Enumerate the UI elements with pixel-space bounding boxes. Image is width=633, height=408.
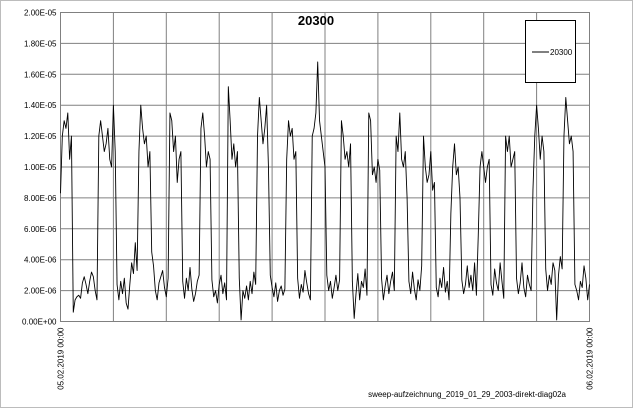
plot-area-border xyxy=(60,12,590,322)
y-tick-label: 6.00E-06 xyxy=(24,225,57,234)
y-tick-label: 1.20E-05 xyxy=(24,132,57,141)
y-tick-label: 0.00E+00 xyxy=(22,318,57,327)
x-axis-tick-labels: 05.02.2019 00:00 06.02.2019 00:00 xyxy=(57,327,595,390)
y-tick-label: 1.60E-05 xyxy=(24,70,57,79)
y-tick-label: 2.00E-05 xyxy=(24,9,57,18)
chart-title: 20300 xyxy=(298,13,334,28)
x-tick-label: 06.02.2019 00:00 xyxy=(586,327,595,390)
legend: 20300 xyxy=(525,20,576,83)
y-tick-label: 1.80E-05 xyxy=(24,39,57,48)
y-tick-label: 1.40E-05 xyxy=(24,101,57,110)
legend-entry: 20300 xyxy=(550,48,573,57)
y-tick-label: 1.00E-05 xyxy=(24,163,57,172)
x-axis-title: sweep-aufzeichnung_2019_01_29_2003-direk… xyxy=(368,390,566,399)
y-tick-label: 2.00E-06 xyxy=(24,287,57,296)
y-tick-label: 8.00E-06 xyxy=(24,194,57,203)
y-tick-label: 4.00E-06 xyxy=(24,256,57,265)
y-axis-tick-labels: 0.00E+00 2.00E-06 4.00E-06 6.00E-06 8.00E-06… xyxy=(22,9,57,327)
series-line-20300 xyxy=(60,61,590,321)
x-tick-label: 05.02.2019 00:00 xyxy=(57,327,66,390)
